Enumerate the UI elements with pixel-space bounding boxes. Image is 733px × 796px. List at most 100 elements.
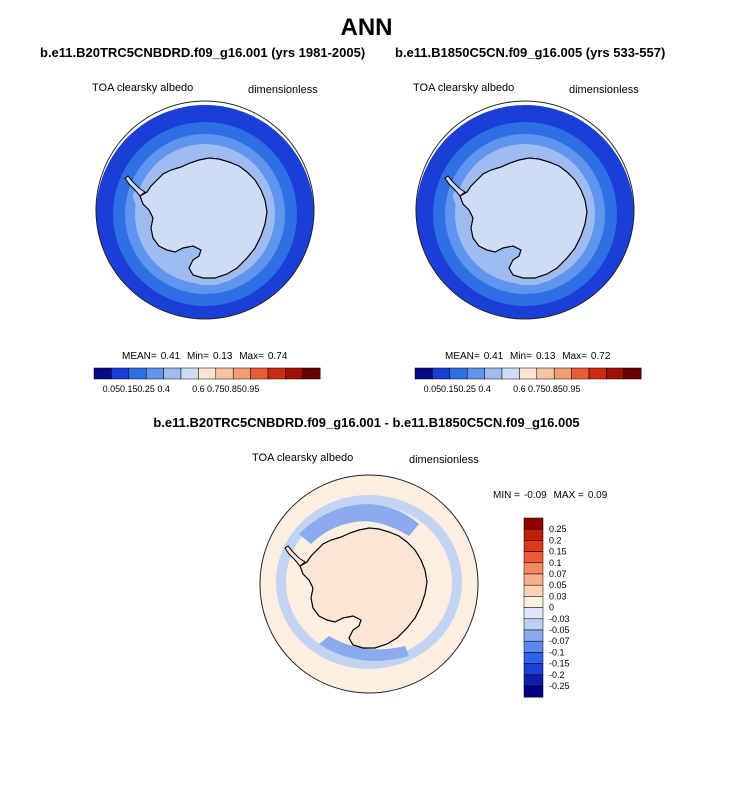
panel2-stats: MEAN= 0.41 Min= 0.13 Max= 0.72 xyxy=(445,351,614,362)
panel2-map-boundary xyxy=(415,100,635,320)
panel1-colorbar-box xyxy=(232,367,251,380)
panel2-colorbar: 0.05 0.15 0.25 0.4 0.6 0.75 0.85 0.95 xyxy=(414,367,642,394)
diff-colorbar-tick-label: 0 xyxy=(549,603,554,613)
panel2-colorbar-tick-label: 0.6 xyxy=(513,384,526,394)
panel1-colorbar-tick-label: 0.85 xyxy=(224,384,242,394)
panel1-colorbar-box xyxy=(267,367,286,380)
panel1-min-label: Min= xyxy=(186,351,209,362)
panel1-colorbar-tick-label: 0.75 xyxy=(207,384,225,394)
panel1-mean-value: 0.41 xyxy=(160,351,181,362)
diff-colorbar-box xyxy=(523,551,544,564)
diff-colorbar-box xyxy=(523,573,544,586)
diff-colorbar-box xyxy=(523,596,544,608)
diff-colorbar-box xyxy=(523,640,544,653)
diff-min-value: -0.09 xyxy=(523,490,547,501)
diff-colorbar-tick-label: -0.15 xyxy=(549,659,570,669)
panel2-colorbar-box xyxy=(588,367,607,380)
diff-colorbar-tick-label: -0.05 xyxy=(549,625,570,635)
panel2-max-value: 0.72 xyxy=(590,351,611,362)
diff-colorbar-tick-label: -0.25 xyxy=(549,681,570,691)
panel1-colorbar-tick-label: 0.05 xyxy=(103,384,121,394)
panel1-colorbar-box xyxy=(93,367,112,380)
panel1-zone-interior xyxy=(140,158,267,278)
panel2-units-label: dimensionless xyxy=(569,84,639,96)
panel1-map xyxy=(95,100,315,320)
panel2-max-label: Max= xyxy=(562,351,587,362)
diff-zone-ice-edge xyxy=(276,495,462,669)
panel2-colorbar-box xyxy=(606,367,625,380)
panel1-peninsula xyxy=(124,175,146,197)
panel1-colorbar-box xyxy=(111,367,130,380)
panel1-case-title: b.e11.B20TRC5CNBDRD.f09_g16.001 (yrs 198… xyxy=(40,45,366,60)
diff-colorbar-box xyxy=(523,663,544,676)
panel2-colorbar-box xyxy=(623,367,642,380)
panel1-units-label: dimensionless xyxy=(248,84,318,96)
panel1-colorbar-box xyxy=(285,367,304,380)
panel2-colorbar-tick-label: 0.95 xyxy=(563,384,581,394)
panel2-colorbar-box xyxy=(432,367,451,380)
panel2-colorbar-box xyxy=(414,367,433,380)
panel1-colorbar-box xyxy=(163,367,182,380)
panel2-colorbar-tick-label: 0.25 xyxy=(458,384,476,394)
diff-colorbar-box xyxy=(523,652,544,664)
panel1-colorbar-box xyxy=(180,367,199,380)
panel1-colorbar-box xyxy=(198,367,217,380)
panel2-map xyxy=(415,100,635,320)
diff-max-label: MAX = xyxy=(553,490,584,501)
diff-colorbar-box xyxy=(523,528,544,541)
panel2-colorbar-tick-label: 0.4 xyxy=(478,384,491,394)
diff-colorbar-box xyxy=(523,584,544,597)
figure-title: ANN xyxy=(340,14,393,41)
diff-colorbar-box xyxy=(523,562,544,575)
panel2-zone-interior xyxy=(460,158,587,278)
diff-continent xyxy=(299,527,428,649)
diff-colorbar-tick-label: 0.2 xyxy=(549,535,562,545)
panel1-max-label: Max= xyxy=(239,351,264,362)
diff-colorbar-box xyxy=(523,629,544,642)
panel2-case-title: b.e11.B1850C5CN.f09_g16.005 (yrs 533-557… xyxy=(395,45,666,60)
panel1-colorbar: 0.05 0.15 0.25 0.4 0.6 0.75 0.85 0.95 xyxy=(93,367,321,394)
panel1-max-value: 0.74 xyxy=(267,351,288,362)
diff-colorbar-tick-label: 0.05 xyxy=(549,580,567,590)
diff-peninsula xyxy=(284,545,306,567)
diff-colorbar-box xyxy=(523,517,544,530)
panel1-colorbar-tick-label: 0.25 xyxy=(137,384,155,394)
panel2-min-label: Min= xyxy=(509,351,532,362)
diff-colorbar: 0.250.20.150.10.070.050.030-0.03-0.05-0.… xyxy=(523,517,570,698)
panel2-colorbar-box xyxy=(553,367,572,380)
panel2-colorbar-tick-label: 0.05 xyxy=(424,384,442,394)
panel2-mean-label: MEAN= xyxy=(445,351,480,362)
panel2-peninsula xyxy=(444,175,466,197)
diff-colorbar-tick-label: -0.1 xyxy=(549,647,565,657)
panel2-colorbar-tick-label: 0.85 xyxy=(545,384,563,394)
diff-max-value: 0.09 xyxy=(587,490,608,501)
diff-min-label: MIN = xyxy=(493,490,520,501)
diff-case-title: b.e11.B20TRC5CNBDRD.f09_g16.001 - b.e11.… xyxy=(153,415,580,430)
diff-colorbar-tick-label: -0.03 xyxy=(549,614,570,624)
panel1-mean-label: MEAN= xyxy=(122,351,157,362)
diff-zone-weddell xyxy=(299,504,419,544)
diff-colorbar-box xyxy=(523,674,544,687)
diff-colorbar-box xyxy=(523,540,544,552)
panel2-colorbar-tick-label: 0.75 xyxy=(528,384,546,394)
panel2-colorbar-tick-label: 0.15 xyxy=(441,384,459,394)
panel2-variable-label: TOA clearsky albedo xyxy=(413,82,515,94)
panel2-colorbar-box xyxy=(449,367,468,380)
diff-colorbar-tick-label: -0.2 xyxy=(549,670,565,680)
diff-variable-label: TOA clearsky albedo xyxy=(252,452,354,464)
diff-stats: MIN = -0.09 MAX = 0.09 xyxy=(493,490,611,501)
panel1-colorbar-box xyxy=(145,367,164,380)
diff-colorbar-tick-label: 0.1 xyxy=(549,558,562,568)
panel1-coastline xyxy=(139,157,268,279)
panel1-colorbar-tick-label: 0.95 xyxy=(242,384,260,394)
diff-colorbar-box xyxy=(523,607,544,620)
diff-map-boundary xyxy=(259,474,479,694)
panel1-colorbar-box xyxy=(128,367,147,380)
panel2-colorbar-box xyxy=(484,367,503,380)
panel1-min-value: 0.13 xyxy=(212,351,233,362)
panel2-colorbar-box xyxy=(536,367,555,380)
panel2-mean-value: 0.41 xyxy=(483,351,504,362)
panel1-colorbar-box xyxy=(215,367,234,380)
diff-colorbar-tick-label: 0.07 xyxy=(549,569,567,579)
panel1-map-boundary xyxy=(95,100,315,320)
